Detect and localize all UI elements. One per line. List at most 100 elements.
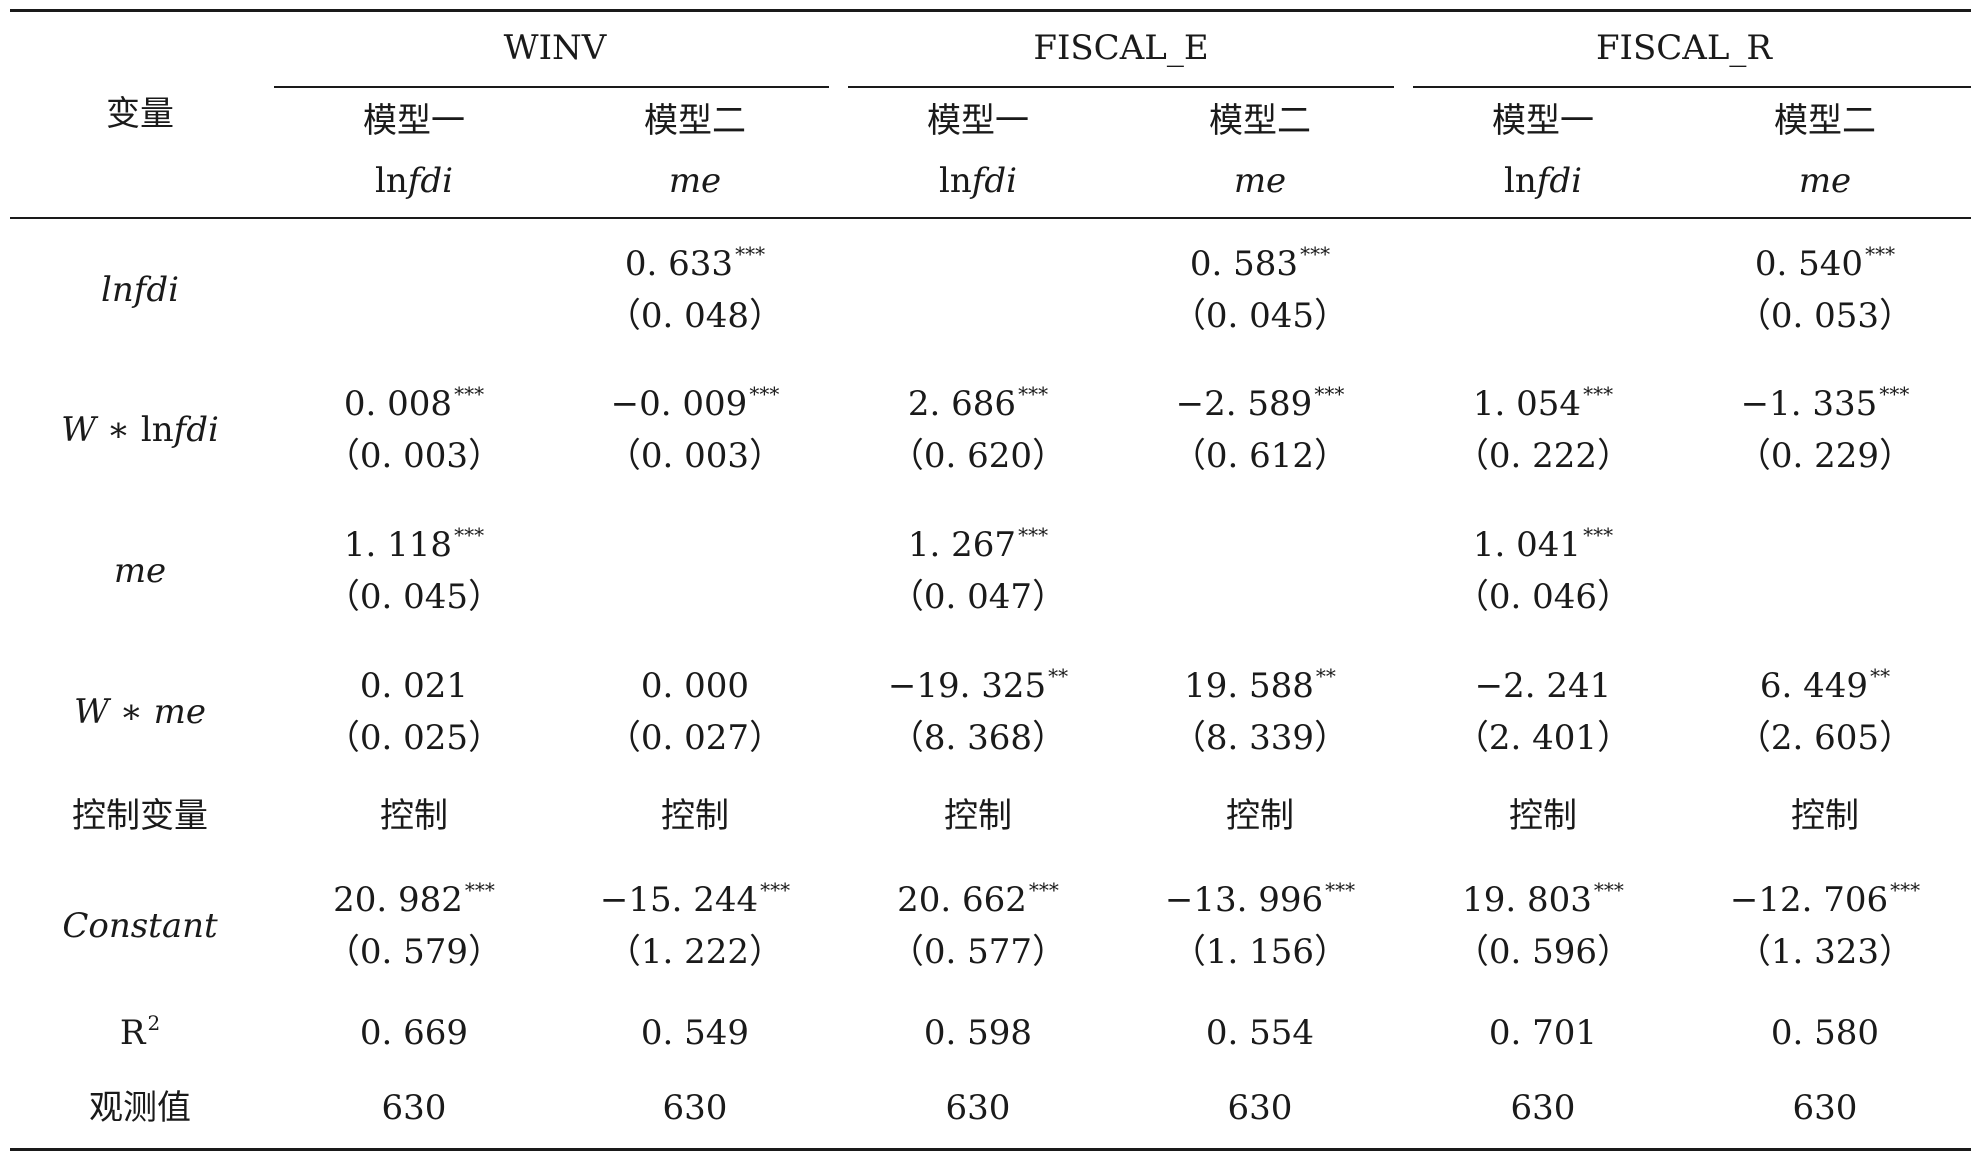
row-label-part: lnfdi bbox=[101, 270, 179, 310]
standard-error: （0. 229） bbox=[1736, 436, 1914, 476]
variable-header: 变量 bbox=[106, 94, 174, 134]
row-label-part: me bbox=[153, 692, 207, 732]
coefficient-value: 控制 bbox=[1509, 796, 1577, 836]
coefficient-value: −19. 325 bbox=[887, 666, 1047, 706]
cell-coefficient: 0. 669 bbox=[360, 1013, 468, 1053]
coefficient-value: −2. 589 bbox=[1175, 384, 1313, 424]
cell-coefficient: 0. 580 bbox=[1771, 1013, 1879, 1053]
cell-coefficient: 0. 540 *** bbox=[1754, 242, 1896, 288]
model-label: 模型一 bbox=[363, 101, 465, 141]
significance-stars: *** bbox=[1018, 382, 1049, 406]
cell-coefficient: 1. 041 *** bbox=[1473, 523, 1614, 569]
significance-stars: ** bbox=[1048, 664, 1069, 688]
coefficient-value: 630 bbox=[1510, 1088, 1576, 1128]
coefficient-value: 0. 633 bbox=[624, 244, 734, 284]
significance-stars: *** bbox=[1314, 382, 1345, 406]
coefficient-value: 控制 bbox=[944, 796, 1012, 836]
coefficient-value: 19. 803 bbox=[1462, 880, 1592, 920]
group-header: WINV bbox=[503, 28, 607, 68]
cell-coefficient: 20. 982 *** bbox=[333, 878, 495, 924]
coefficient-value: 0. 008 bbox=[343, 384, 453, 424]
coefficient-value: 0. 669 bbox=[359, 1013, 469, 1053]
coefficient-value: 控制 bbox=[1791, 796, 1859, 836]
group-header: FISCAL_R bbox=[1595, 28, 1773, 68]
significance-stars: *** bbox=[1583, 523, 1614, 547]
significance-stars: *** bbox=[760, 878, 791, 902]
standard-error: （2. 401） bbox=[1454, 718, 1632, 758]
coefficient-value: 630 bbox=[381, 1088, 447, 1128]
coefficient-value: 0. 540 bbox=[1754, 244, 1864, 284]
dep-var-prefix: ln bbox=[374, 161, 408, 201]
coefficient-value: 0. 549 bbox=[640, 1013, 750, 1053]
standard-error: （0. 046） bbox=[1454, 577, 1632, 617]
cell-coefficient: 19. 803 *** bbox=[1462, 878, 1624, 924]
coefficient-value: 630 bbox=[1227, 1088, 1293, 1128]
row-label: 观测值 bbox=[89, 1088, 191, 1128]
coefficient-value: 0. 021 bbox=[359, 666, 469, 706]
cell-coefficient: 19. 588 ** bbox=[1184, 664, 1336, 710]
cell-coefficient: −2. 589 *** bbox=[1175, 382, 1345, 428]
standard-error: （0. 053） bbox=[1736, 296, 1914, 336]
cell-coefficient: 630 bbox=[663, 1088, 728, 1128]
cell-coefficient: 0. 701 bbox=[1489, 1013, 1597, 1053]
significance-stars: *** bbox=[1300, 242, 1331, 266]
row-label: W ∗ lnfdi bbox=[61, 410, 219, 450]
standard-error: （0. 222） bbox=[1454, 436, 1632, 476]
coefficient-value: 630 bbox=[945, 1088, 1011, 1128]
row-label: me bbox=[114, 551, 166, 591]
standard-error: （2. 605） bbox=[1736, 718, 1914, 758]
coefficient-value: 20. 982 bbox=[333, 880, 463, 920]
standard-error: （0. 577） bbox=[889, 932, 1067, 972]
dep-var-name: me bbox=[1798, 161, 1852, 201]
row-label: lnfdi bbox=[101, 270, 179, 310]
cell-coefficient: 630 bbox=[1228, 1088, 1293, 1128]
model-label: 模型二 bbox=[1209, 101, 1311, 141]
coefficient-value: 0. 554 bbox=[1205, 1013, 1315, 1053]
row-label: 控制变量 bbox=[72, 796, 208, 836]
model-label: 模型一 bbox=[927, 101, 1029, 141]
significance-stars: *** bbox=[1865, 242, 1896, 266]
bottom-rule bbox=[10, 1148, 1971, 1151]
coefficient-value: 0. 580 bbox=[1770, 1013, 1880, 1053]
coefficient-value: −2. 241 bbox=[1474, 666, 1612, 706]
group-rule-fiscal-r bbox=[1413, 86, 1971, 88]
significance-stars: *** bbox=[1018, 523, 1049, 547]
cell-coefficient: 控制 bbox=[1226, 796, 1294, 836]
row-label: Constant bbox=[62, 906, 217, 946]
row-label-part: ∗ bbox=[108, 692, 154, 732]
cell-coefficient: −13. 996 *** bbox=[1165, 878, 1356, 924]
cell-coefficient: 630 bbox=[1511, 1088, 1576, 1128]
significance-stars: *** bbox=[1325, 878, 1356, 902]
cell-coefficient: 630 bbox=[1793, 1088, 1858, 1128]
cell-coefficient: −0. 009 *** bbox=[611, 382, 780, 428]
significance-stars: *** bbox=[1593, 878, 1624, 902]
standard-error: （0. 047） bbox=[889, 577, 1067, 617]
cell-coefficient: 630 bbox=[946, 1088, 1011, 1128]
standard-error: （0. 025） bbox=[325, 718, 503, 758]
row-label-part: 2 bbox=[147, 1011, 161, 1035]
model-label: 模型一 bbox=[1492, 101, 1594, 141]
significance-stars: *** bbox=[1028, 878, 1059, 902]
dep-var-name: fdi bbox=[407, 161, 454, 201]
model-label: 模型二 bbox=[1774, 101, 1876, 141]
dep-var-name: fdi bbox=[971, 161, 1018, 201]
standard-error: （0. 596） bbox=[1454, 932, 1632, 972]
significance-stars: *** bbox=[749, 382, 780, 406]
coefficient-value: 1. 054 bbox=[1472, 384, 1582, 424]
coefficient-value: 20. 662 bbox=[897, 880, 1027, 920]
coefficient-value: 6. 449 bbox=[1759, 666, 1869, 706]
significance-stars: *** bbox=[1890, 878, 1921, 902]
cell-coefficient: 1. 118 *** bbox=[344, 523, 484, 569]
row-label-part: ∗ ln bbox=[96, 410, 174, 450]
row-label-part: W bbox=[73, 692, 109, 732]
cell-coefficient: 控制 bbox=[380, 796, 448, 836]
cell-coefficient: 控制 bbox=[944, 796, 1012, 836]
dep-var-name: me bbox=[668, 161, 722, 201]
coefficient-value: 1. 267 bbox=[907, 525, 1017, 565]
coefficient-value: −1. 335 bbox=[1740, 384, 1878, 424]
standard-error: （1. 222） bbox=[606, 932, 784, 972]
row-label-part: me bbox=[113, 551, 167, 591]
row-label-part: W bbox=[61, 410, 97, 450]
cell-coefficient: 20. 662 *** bbox=[897, 878, 1059, 924]
